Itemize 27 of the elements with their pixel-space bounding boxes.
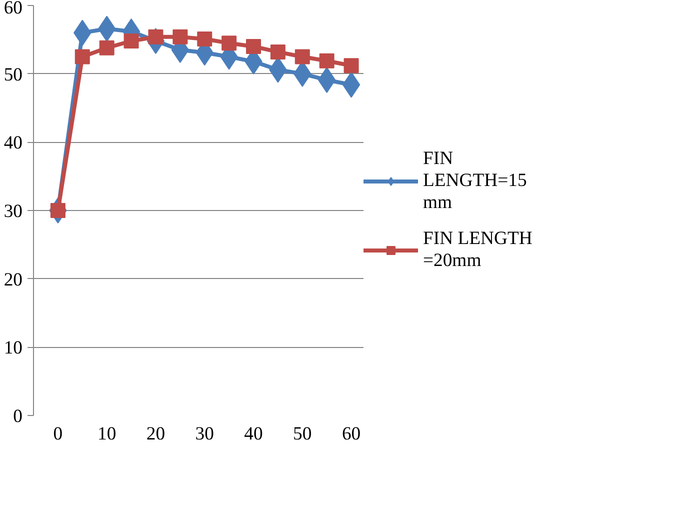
y-tick-label: 40 (4, 132, 22, 154)
x-tick-label: 60 (342, 424, 361, 444)
point (197, 31, 212, 46)
point (246, 39, 261, 54)
y-tick-label: 50 (4, 64, 22, 86)
y-tick-label: 10 (4, 338, 22, 359)
legend-label: FIN LENGTH=15 mm (423, 148, 527, 214)
point (270, 44, 286, 60)
x-tick-label: 20 (146, 424, 166, 444)
x-tick-label: 30 (195, 424, 214, 444)
y-tick-label: 30 (4, 201, 22, 222)
y-tick-label: 20 (4, 269, 22, 290)
x-tick-label: 50 (293, 424, 312, 444)
point (294, 49, 310, 64)
point (74, 49, 90, 64)
y-tick-label: 0 (13, 406, 22, 427)
point (319, 53, 334, 68)
legend-label: FIN LENGTH =20mm (423, 228, 532, 272)
point (344, 58, 359, 74)
point (222, 36, 237, 51)
x-tick-label: 10 (98, 424, 116, 444)
point (99, 40, 114, 56)
x-tick-label: 0 (53, 424, 63, 444)
y-tick-label: 60 (4, 0, 22, 18)
x-tick-label: 40 (244, 424, 263, 444)
point (124, 34, 139, 49)
point (172, 29, 188, 44)
